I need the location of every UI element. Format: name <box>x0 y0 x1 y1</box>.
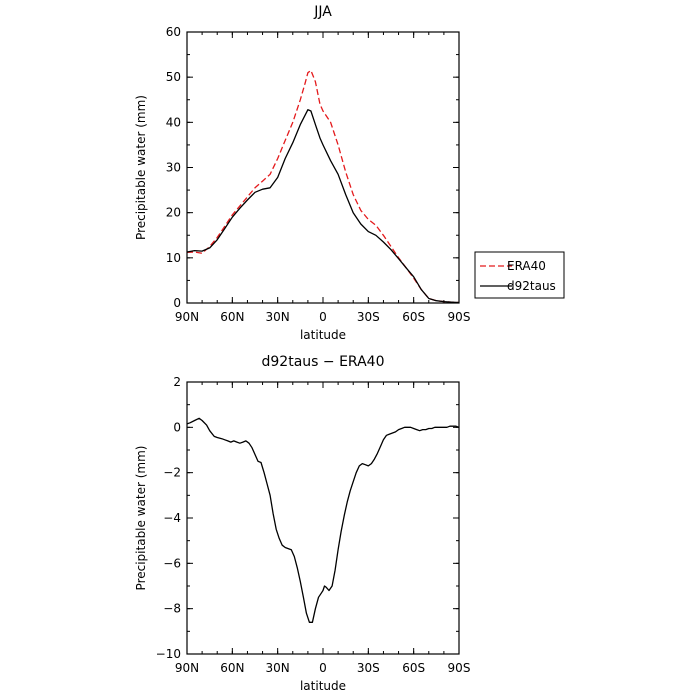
x-tick-label: 30N <box>266 661 290 675</box>
y-tick-label: 60 <box>166 25 181 39</box>
legend-label: d92taus <box>507 279 556 293</box>
x-tick-label: 90N <box>175 310 199 324</box>
plot-frame <box>186 31 460 304</box>
chart-title: d92taus − ERA40 <box>262 354 385 370</box>
chart-title: JJA <box>313 4 332 20</box>
x-tick-label: 90N <box>175 661 199 675</box>
y-tick-label: 20 <box>166 206 181 220</box>
y-tick-label: 10 <box>166 251 181 265</box>
legend: ERA40 d92taus <box>474 251 565 299</box>
chart-panel-2: d92taus − ERA40 −10 −8 −6 −4 −2 0 2 90N 60N 30N 0 30… <box>134 354 470 693</box>
x-tick-label: 60N <box>220 310 244 324</box>
x-tick-label: 30N <box>266 310 290 324</box>
y-tick-label: −4 <box>163 511 181 525</box>
x-axis-label: latitude <box>300 679 346 693</box>
y-axis-label: Precipitable water (mm) <box>134 95 148 240</box>
y-tick-label: 0 <box>173 420 181 434</box>
y-tick-label: −2 <box>163 466 181 480</box>
series-line-d92taus <box>186 109 460 304</box>
x-tick-label: 0 <box>319 661 327 675</box>
plot-frame <box>186 381 460 655</box>
chart-panel-1: JJA 0 10 20 30 40 50 60 90N 60N 30N 0 30S 60S 90S latit… <box>134 4 565 342</box>
legend-box <box>474 251 565 299</box>
x-tick-label: 90S <box>448 310 471 324</box>
x-tick-label: 60S <box>402 310 425 324</box>
x-tick-label: 30S <box>357 310 380 324</box>
y-tick-label: 0 <box>173 296 181 310</box>
x-tick-label: 60N <box>220 661 244 675</box>
series-line-era40 <box>186 69 460 304</box>
series-line-difference <box>186 417 460 623</box>
x-tick-label: 30S <box>357 661 380 675</box>
legend-label: ERA40 <box>507 259 546 273</box>
x-tick-label: 60S <box>402 661 425 675</box>
y-axis-label: Precipitable water (mm) <box>134 446 148 591</box>
y-tick-label: −6 <box>163 556 181 570</box>
y-tick-label: 2 <box>173 375 181 389</box>
x-tick-label: 90S <box>448 661 471 675</box>
y-tick-label: 40 <box>166 115 181 129</box>
y-tick-label: −8 <box>163 602 181 616</box>
y-tick-label: 50 <box>166 70 181 84</box>
x-tick-label: 0 <box>319 310 327 324</box>
x-axis-label: latitude <box>300 328 346 342</box>
y-tick-label: −10 <box>156 647 181 661</box>
y-tick-label: 30 <box>166 161 181 175</box>
